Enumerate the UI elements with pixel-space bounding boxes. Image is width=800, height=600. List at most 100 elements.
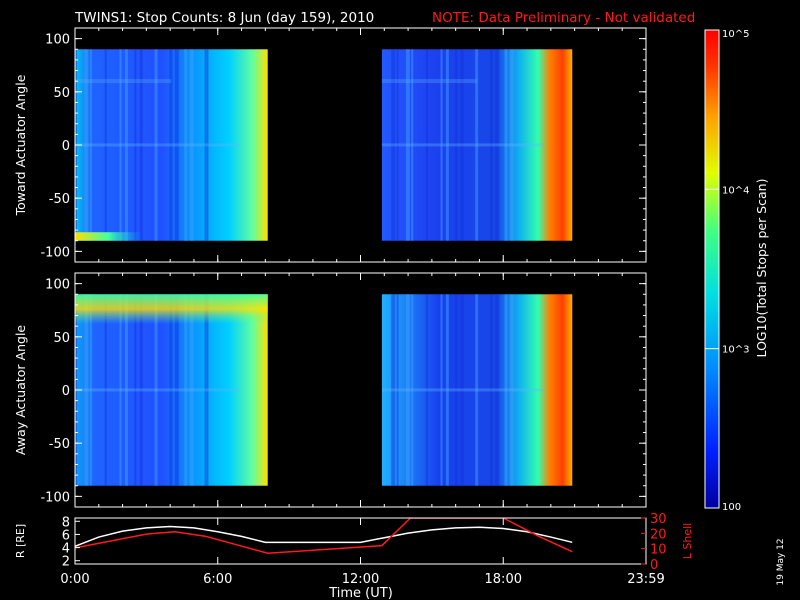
heatmap-streak — [425, 294, 428, 486]
heatmap-streak — [445, 294, 449, 486]
time-axis-ticks: 0:00 6:00 12:00 18:00 23:59 — [60, 572, 664, 587]
heatmap-streak — [204, 49, 209, 241]
left-y-tick-label: 2 — [62, 555, 70, 570]
colorbar-tick-label: 10^4 — [722, 185, 749, 196]
heatmap-streak — [104, 49, 107, 241]
heatmap-streak — [169, 49, 173, 241]
heatmap-streak — [411, 49, 414, 241]
heatmap-segment — [381, 49, 573, 241]
heatmap-streak — [89, 49, 92, 241]
heatmap-streak — [174, 49, 179, 241]
away-actuator-panel: 100 50 0 -50 -100 Away Actuator Angle — [13, 272, 647, 508]
heatmap-streak — [495, 294, 500, 486]
colorbar-tick-label: 100 — [722, 502, 741, 513]
heatmap-band — [381, 143, 544, 147]
heatmap-streak — [134, 294, 137, 486]
heatmap-streak — [455, 294, 458, 486]
heatmap-streak — [405, 294, 410, 486]
figure-title: TWINS1: Stop Counts: 8 Jun (day 159), 20… — [74, 10, 374, 26]
heatmap-streak — [411, 294, 414, 486]
heatmap-high-band — [75, 294, 268, 325]
heatmap-streak — [119, 294, 122, 486]
data-note: NOTE: Data Preliminary - Not validated — [432, 10, 695, 26]
heatmap-streak — [134, 49, 137, 241]
heatmap-streak — [475, 49, 479, 241]
heatmap-segment — [75, 49, 268, 241]
colorbar-tick-label: 10^3 — [722, 345, 749, 356]
heatmap-streak — [509, 294, 514, 486]
heatmap-streak — [475, 294, 479, 486]
toward-actuator-panel: 100 50 0 -50 -100 Toward Actuator Angle — [13, 27, 647, 263]
left-y-tick-label: 6 — [62, 528, 70, 543]
heatmap-streak — [460, 49, 464, 241]
y-tick-label: -50 — [49, 192, 70, 207]
heatmap-band — [75, 143, 239, 147]
heatmap-streak — [184, 294, 188, 486]
heatmap-streak — [391, 294, 396, 486]
heatmap-segment — [381, 294, 573, 486]
colorbar-label: LOG10(Total Stops per Scan) — [754, 179, 769, 358]
heatmap-streak — [425, 49, 428, 241]
l-shell-axis-label: L Shell — [681, 523, 694, 559]
heatmap-streak — [174, 294, 179, 486]
heatmap-streak — [139, 49, 143, 241]
heatmap-streak — [189, 294, 194, 486]
heatmap-streak — [184, 49, 188, 241]
heatmap-streak — [489, 49, 493, 241]
heatmap-streak — [460, 294, 464, 486]
y-tick-label: -100 — [40, 245, 70, 260]
y-tick-label: 100 — [45, 33, 70, 48]
heatmap-band — [75, 79, 172, 84]
radius-line — [75, 525, 573, 547]
x-tick-label: 0:00 — [60, 572, 89, 587]
heatmap-streak — [495, 49, 500, 241]
heatmap-segment — [75, 294, 268, 486]
heatmap-streak — [189, 49, 194, 241]
heatmap-streak — [509, 49, 514, 241]
colorbar: 10^5 10^4 10^3 100 LOG10(Total Stops per Sc… — [704, 29, 769, 513]
y-axis-label: Toward Actuator Angle — [13, 74, 28, 216]
heatmap-streak — [84, 49, 89, 241]
time-axis-label: Time (UT) — [328, 586, 393, 600]
colorbar-tick-label: 10^5 — [722, 29, 749, 40]
y-tick-label: 50 — [53, 86, 70, 101]
x-tick-label: 12:00 — [342, 572, 379, 587]
heatmap-low-band — [75, 232, 143, 241]
y-tick-label: -100 — [40, 490, 70, 505]
left-y-tick-label: 4 — [62, 542, 70, 557]
heatmap-streak — [84, 294, 89, 486]
heatmap-streak — [504, 49, 508, 241]
heatmap-streak — [154, 294, 158, 486]
date-stamp: 19 May 12 — [776, 538, 786, 585]
heatmap-streak — [124, 294, 128, 486]
heatmap-streak — [124, 49, 128, 241]
right-y-tick-label: 20 — [650, 527, 667, 542]
y-axis-label: Away Actuator Angle — [13, 325, 28, 456]
right-y-tick-label: 0 — [650, 558, 658, 573]
left-y-tick-label: 8 — [62, 515, 70, 530]
heatmap-streak — [154, 49, 158, 241]
heatmap-streak — [89, 294, 92, 486]
heatmap-streak — [104, 294, 107, 486]
heatmap-streak — [119, 49, 122, 241]
colorbar-scale — [704, 29, 720, 509]
heatmap-streak — [504, 294, 508, 486]
y-tick-label: 50 — [53, 331, 70, 346]
x-tick-label: 23:59 — [627, 572, 664, 587]
heatmap-streak — [440, 49, 443, 241]
heatmap-streak — [489, 294, 493, 486]
x-tick-label: 18:00 — [485, 572, 522, 587]
y-tick-label: 0 — [62, 384, 70, 399]
heatmap-streak — [139, 294, 143, 486]
radius-axis-label: R [RE] — [14, 524, 27, 558]
heatmap-streak — [445, 49, 449, 241]
heatmap-streak — [396, 49, 399, 241]
x-tick-label: 6:00 — [203, 572, 232, 587]
right-y-tick-label: 10 — [650, 543, 667, 558]
heatmap-streak — [455, 49, 458, 241]
heatmap-streak — [405, 49, 410, 241]
heatmap-streak — [391, 49, 396, 241]
right-y-tick-label: 30 — [650, 512, 667, 527]
